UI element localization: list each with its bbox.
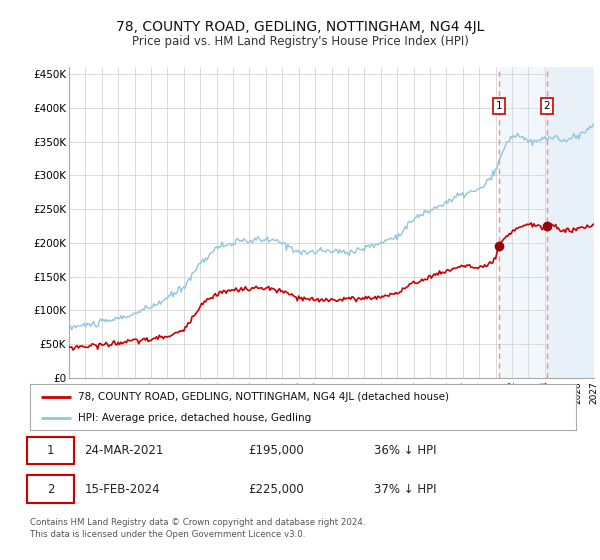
Text: Contains HM Land Registry data © Crown copyright and database right 2024.
This d: Contains HM Land Registry data © Crown c… (30, 518, 365, 539)
Text: 36% ↓ HPI: 36% ↓ HPI (374, 444, 436, 457)
Text: 24-MAR-2021: 24-MAR-2021 (85, 444, 164, 457)
Text: £225,000: £225,000 (248, 483, 304, 496)
FancyBboxPatch shape (27, 437, 74, 464)
Text: 78, COUNTY ROAD, GEDLING, NOTTINGHAM, NG4 4JL (detached house): 78, COUNTY ROAD, GEDLING, NOTTINGHAM, NG… (78, 391, 449, 402)
FancyBboxPatch shape (27, 475, 74, 503)
Bar (547, 67, 594, 378)
Text: 15-FEB-2024: 15-FEB-2024 (85, 483, 160, 496)
Text: 1: 1 (47, 444, 54, 457)
Text: 1: 1 (496, 101, 502, 111)
Text: 78, COUNTY ROAD, GEDLING, NOTTINGHAM, NG4 4JL: 78, COUNTY ROAD, GEDLING, NOTTINGHAM, NG… (116, 20, 484, 34)
Text: HPI: Average price, detached house, Gedling: HPI: Average price, detached house, Gedl… (78, 413, 311, 423)
Text: £195,000: £195,000 (248, 444, 304, 457)
Text: 37% ↓ HPI: 37% ↓ HPI (374, 483, 436, 496)
Bar (499, 67, 547, 378)
Text: 2: 2 (544, 101, 550, 111)
Text: 2: 2 (47, 483, 54, 496)
Text: Price paid vs. HM Land Registry's House Price Index (HPI): Price paid vs. HM Land Registry's House … (131, 35, 469, 48)
